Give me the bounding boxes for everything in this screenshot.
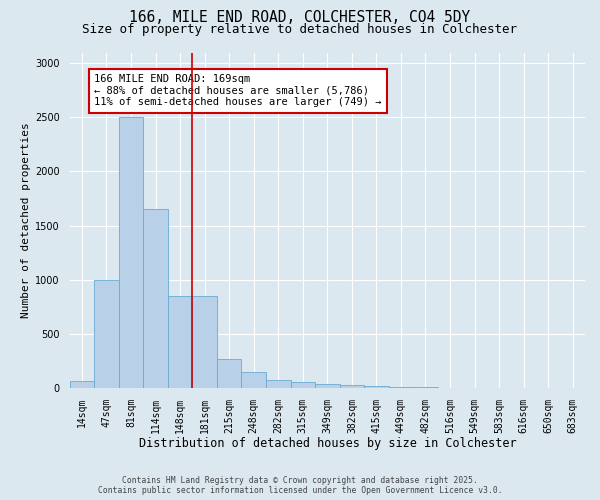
Bar	[389, 387, 413, 388]
Bar	[70, 382, 94, 388]
Text: Contains HM Land Registry data © Crown copyright and database right 2025.
Contai: Contains HM Land Registry data © Crown c…	[98, 476, 502, 495]
Bar	[241, 372, 266, 388]
Bar	[217, 358, 241, 388]
Bar	[290, 382, 315, 388]
Bar	[315, 384, 340, 388]
Bar	[119, 118, 143, 388]
Bar	[94, 280, 119, 388]
Text: 166, MILE END ROAD, COLCHESTER, CO4 5DY: 166, MILE END ROAD, COLCHESTER, CO4 5DY	[130, 10, 470, 25]
Text: Size of property relative to detached houses in Colchester: Size of property relative to detached ho…	[83, 22, 517, 36]
Text: 166 MILE END ROAD: 169sqm
← 88% of detached houses are smaller (5,786)
11% of se: 166 MILE END ROAD: 169sqm ← 88% of detac…	[94, 74, 382, 108]
Bar	[364, 386, 389, 388]
X-axis label: Distribution of detached houses by size in Colchester: Distribution of detached houses by size …	[139, 437, 516, 450]
Bar	[168, 296, 193, 388]
Y-axis label: Number of detached properties: Number of detached properties	[21, 122, 31, 318]
Bar	[143, 210, 168, 388]
Bar	[340, 384, 364, 388]
Bar	[266, 380, 290, 388]
Bar	[193, 296, 217, 388]
